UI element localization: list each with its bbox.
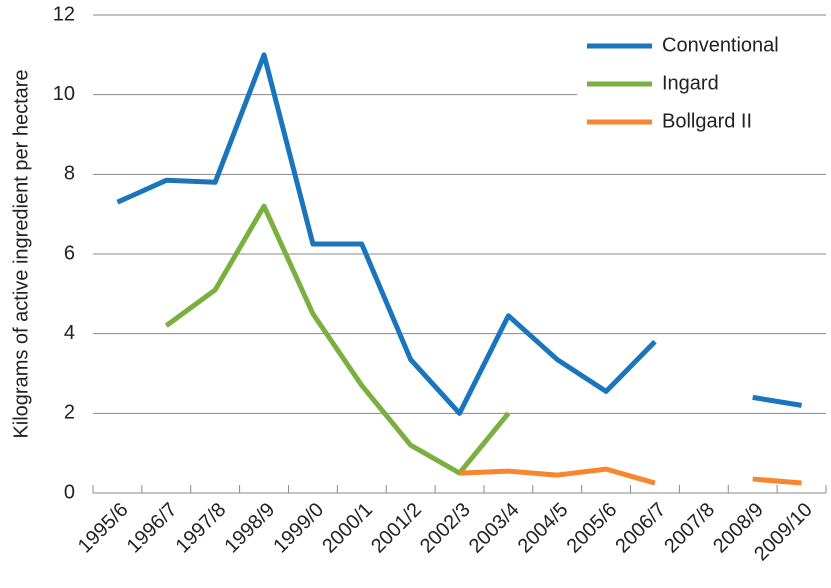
legend-label: Conventional <box>662 34 779 56</box>
x-tick-label: 2007/8 <box>660 499 719 558</box>
y-tick-label: 0 <box>64 481 75 503</box>
series-line <box>116 52 802 416</box>
x-tick-label: 1995/6 <box>74 499 133 558</box>
legend-label: Bollgard II <box>662 110 752 132</box>
x-tick-label: 2006/7 <box>611 499 670 558</box>
x-tick-label: 2004/5 <box>514 499 573 558</box>
y-tick-label: 12 <box>53 3 75 25</box>
x-tick-label: 2001/2 <box>367 499 426 558</box>
series-line <box>459 466 802 486</box>
y-tick-label: 2 <box>64 402 75 424</box>
x-tick-label: 1998/9 <box>220 499 279 558</box>
y-tick-label: 8 <box>64 163 75 185</box>
legend-label: Ingard <box>662 72 719 94</box>
x-tick-label: 2003/4 <box>465 499 524 558</box>
y-tick-label: 10 <box>53 83 75 105</box>
x-tick-label: 2005/6 <box>563 499 622 558</box>
x-tick-label: 1999/0 <box>269 499 328 558</box>
y-tick-label: 4 <box>64 322 75 344</box>
x-tick-label: 2002/3 <box>416 499 475 558</box>
y-tick-label: 6 <box>64 242 75 264</box>
y-axis-label: Kilograms of active ingredient per hecta… <box>10 69 32 438</box>
series-line <box>164 203 511 476</box>
x-tick-label: 1996/7 <box>123 499 182 558</box>
x-tick-label: 1997/8 <box>172 499 231 558</box>
x-tick-label: 2000/1 <box>318 499 377 558</box>
